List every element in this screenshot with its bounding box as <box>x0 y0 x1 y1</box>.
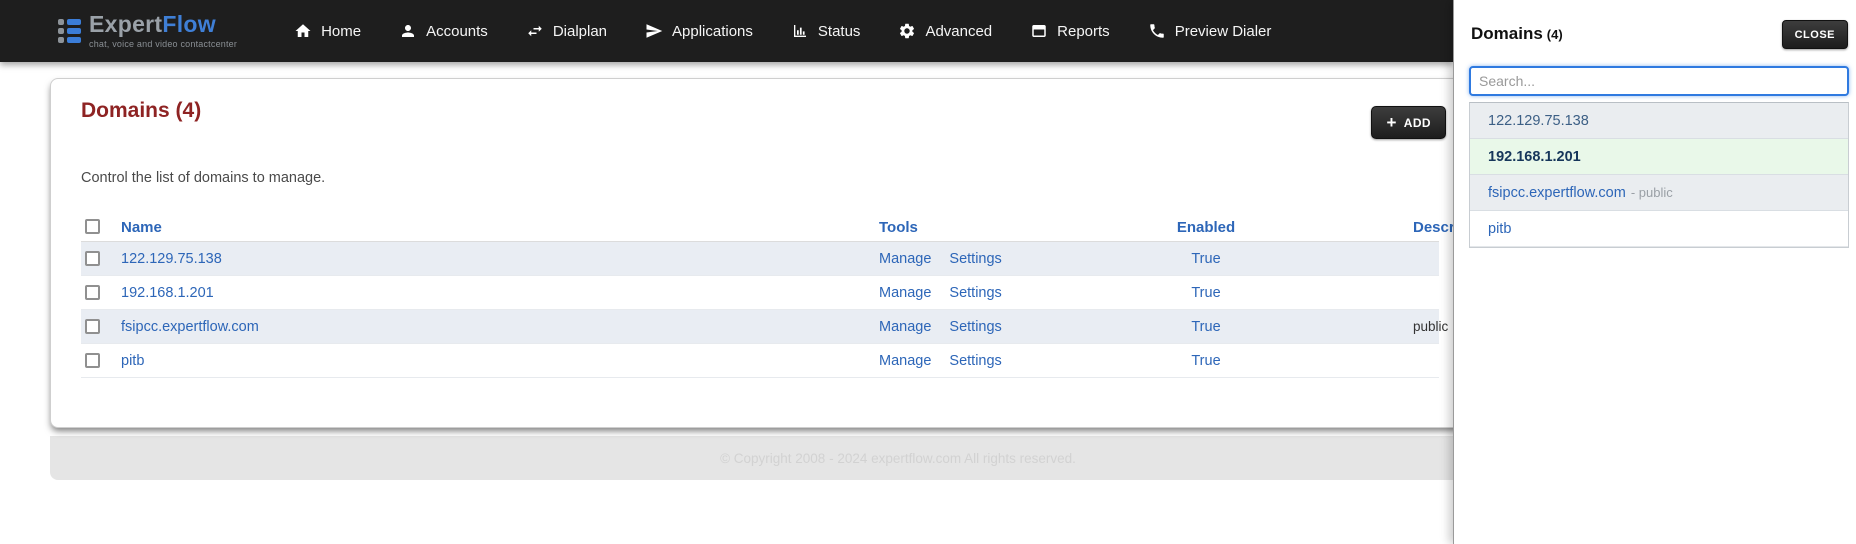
nav-item-reports[interactable]: Reports <box>1011 0 1129 62</box>
nav-item-dialplan[interactable]: Dialplan <box>507 0 626 62</box>
row-checkbox[interactable] <box>85 319 100 335</box>
settings-link[interactable]: Settings <box>949 250 1002 267</box>
table-row: pitb Manage Settings True <box>81 344 1439 378</box>
page-description: Control the list of domains to manage. <box>81 170 326 186</box>
home-icon <box>295 24 311 37</box>
brand-name-expert: Expert <box>89 11 163 37</box>
row-checkbox[interactable] <box>85 353 100 369</box>
domain-name-link[interactable]: pitb <box>121 352 145 369</box>
manage-link[interactable]: Manage <box>879 318 932 335</box>
plus-icon: + <box>1386 113 1397 132</box>
panel-title: Domains <box>1471 24 1543 43</box>
enabled-value: True <box>1191 352 1221 369</box>
select-all-checkbox[interactable] <box>85 219 100 235</box>
domains-card: Domains (4) + ADD Control the list of do… <box>50 78 1470 428</box>
copyright-text: © Copyright 2008 - 2024 expertflow.com A… <box>720 450 1076 466</box>
enabled-value: True <box>1191 250 1221 267</box>
enabled-value: True <box>1191 318 1221 335</box>
list-item[interactable]: fsipcc.expertflow.com - public <box>1470 175 1848 211</box>
list-item[interactable]: 122.129.75.138 <box>1470 103 1848 139</box>
table-row: fsipcc.expertflow.com Manage Settings Tr… <box>81 310 1448 344</box>
main-nav-menu: Home Accounts Dialplan Applications Stat… <box>275 0 1290 62</box>
manage-link[interactable]: Manage <box>879 352 932 369</box>
nav-item-advanced[interactable]: Advanced <box>879 0 1011 62</box>
domains-side-panel: Domains(4) CLOSE 122.129.75.138 192.168.… <box>1453 0 1856 544</box>
settings-link[interactable]: Settings <box>949 284 1002 301</box>
nav-item-applications[interactable]: Applications <box>626 0 772 62</box>
table-row: 192.168.1.201 Manage Settings True <box>81 276 1439 310</box>
settings-link[interactable]: Settings <box>949 352 1002 369</box>
accounts-icon <box>402 25 415 37</box>
row-checkbox[interactable] <box>85 251 100 267</box>
nav-item-home[interactable]: Home <box>275 0 380 62</box>
panel-count: (4) <box>1546 27 1563 42</box>
description-value: public <box>1413 319 1449 334</box>
reports-icon <box>1032 25 1046 37</box>
domain-quick-list: 122.129.75.138 192.168.1.201 fsipcc.expe… <box>1469 102 1849 248</box>
list-item[interactable]: 192.168.1.201 <box>1470 139 1848 175</box>
header-tools[interactable]: Tools <box>879 218 918 236</box>
manage-link[interactable]: Manage <box>879 250 932 267</box>
search-input[interactable] <box>1469 66 1849 96</box>
top-navbar: ExpertFlow chat, voice and video contact… <box>0 0 1453 62</box>
page-title: Domains (4) <box>81 99 202 122</box>
table-row: 122.129.75.138 Manage Settings True <box>81 242 1439 276</box>
brand-tagline: chat, voice and video contactcenter <box>89 39 238 49</box>
close-button[interactable]: CLOSE <box>1781 20 1848 49</box>
settings-link[interactable]: Settings <box>949 318 1002 335</box>
domains-table: Name Tools Enabled Description 122.129.7… <box>81 213 1469 378</box>
advanced-icon <box>900 23 915 39</box>
enabled-value: True <box>1191 284 1221 301</box>
brand-name-flow: Flow <box>162 11 216 37</box>
dialplan-icon <box>528 25 542 37</box>
row-checkbox[interactable] <box>85 285 100 301</box>
manage-link[interactable]: Manage <box>879 284 932 301</box>
expertflow-logo[interactable]: ExpertFlow chat, voice and video contact… <box>58 13 237 49</box>
header-description[interactable]: Description <box>1413 218 1469 236</box>
applications-icon <box>646 24 663 38</box>
header-name[interactable]: Name <box>121 218 162 236</box>
list-item[interactable]: pitb <box>1470 211 1848 247</box>
table-header-row: Name Tools Enabled Description <box>81 213 1469 242</box>
nav-item-preview-dialer[interactable]: Preview Dialer <box>1129 0 1291 62</box>
nav-item-accounts[interactable]: Accounts <box>380 0 507 62</box>
domain-name-link[interactable]: 122.129.75.138 <box>121 250 222 267</box>
domain-name-link[interactable]: 192.168.1.201 <box>121 284 214 301</box>
status-icon <box>793 25 806 37</box>
preview-dialer-icon <box>1149 24 1164 38</box>
add-button[interactable]: + ADD <box>1371 106 1446 139</box>
header-enabled[interactable]: Enabled <box>1176 218 1236 236</box>
expertflow-logo-icon <box>58 19 81 43</box>
domain-name-link[interactable]: fsipcc.expertflow.com <box>121 318 259 335</box>
nav-item-status[interactable]: Status <box>772 0 880 62</box>
